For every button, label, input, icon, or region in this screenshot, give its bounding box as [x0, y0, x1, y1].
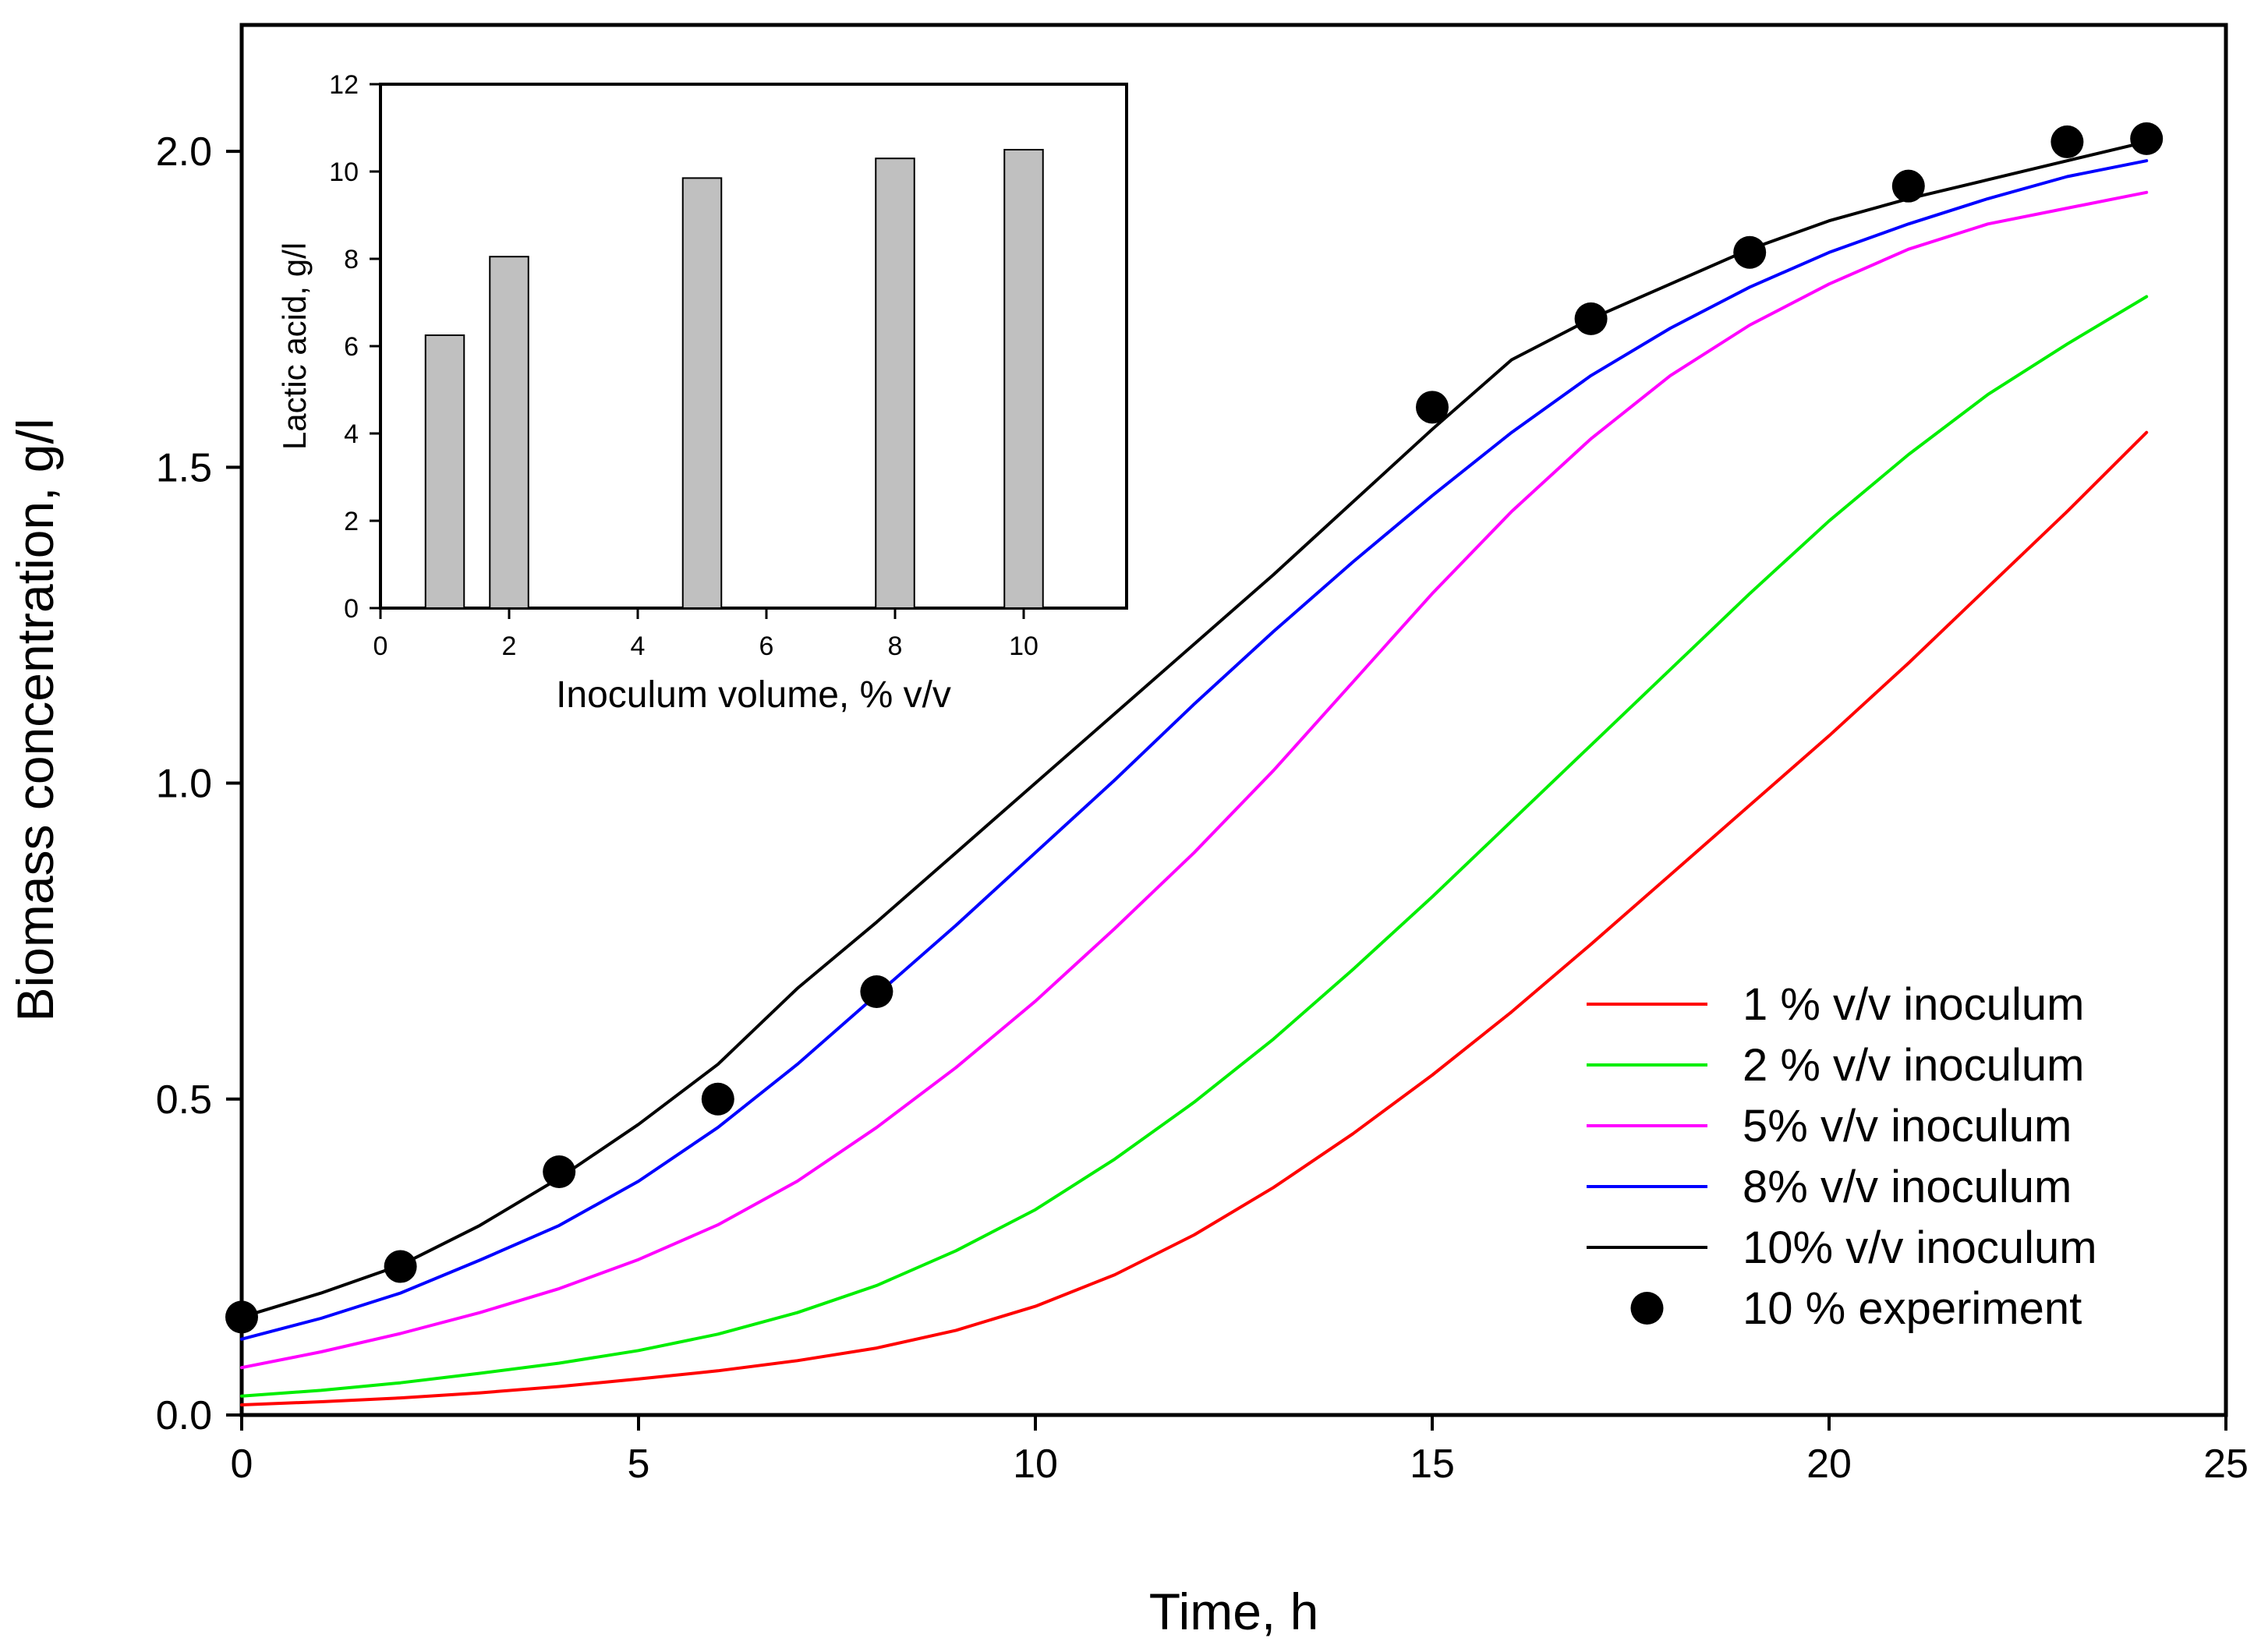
experiment-point	[543, 1155, 576, 1188]
main-y-tick-label: 0.5	[156, 1077, 212, 1123]
inset-y-tick-label: 0	[344, 594, 359, 624]
inset-bar	[875, 157, 915, 609]
inset-chart: 0 2 4 6 8 10 0 2 4 6 8 10 12 Inoculum volume, % v/v La…	[276, 70, 1128, 716]
inset-x-tick-label: 8	[888, 631, 903, 661]
series-line-4	[240, 159, 2149, 1341]
main-y-axis-label: Biomass concentration, g/l	[6, 418, 64, 1021]
inset-y-axis-label: Lactic acid, g/l	[276, 242, 313, 450]
main-y-tick-label: 2.0	[156, 129, 212, 175]
legend-label: 5% v/v inoculum	[1743, 1101, 2072, 1151]
legend-label: 2 % v/v inoculum	[1743, 1040, 2084, 1091]
inset-x-tick-label: 2	[502, 631, 517, 661]
experiment-point	[1574, 302, 1608, 335]
legend-swatch-marker	[1630, 1292, 1664, 1325]
inset-y-tick-label: 8	[344, 245, 359, 274]
main-x-tick-label: 20	[1806, 1442, 1852, 1487]
main-plot-frame	[239, 23, 2228, 1417]
legend-label: 10% v/v inoculum	[1743, 1222, 2097, 1273]
main-y-tick-label: 1.0	[156, 762, 212, 807]
experiment-point	[2130, 122, 2164, 155]
series-line-3	[240, 190, 2149, 1370]
experiment-point	[860, 975, 893, 1008]
experiment-point	[1416, 391, 1449, 424]
legend: 1 % v/v inoculum 2 % v/v inoculum 5% v/v i…	[1587, 979, 2097, 1334]
inset-y-tick-label: 4	[344, 419, 359, 449]
main-x-tick-label: 25	[2203, 1442, 2249, 1487]
legend-label: 1 % v/v inoculum	[1743, 979, 2084, 1030]
inset-y-tick-label: 10	[329, 157, 359, 187]
main-y-tick-label: 1.5	[156, 445, 212, 490]
experiment-point	[2050, 125, 2084, 158]
inset-y-tick-label: 12	[329, 70, 359, 100]
experiment-point	[701, 1082, 734, 1116]
inset-y-tick-label: 6	[344, 332, 359, 362]
main-x-tick-label: 10	[1013, 1442, 1058, 1487]
experiment-point	[1733, 235, 1767, 269]
experiment-point	[225, 1300, 258, 1334]
inset-y-tick-label: 2	[344, 507, 359, 536]
experiment-point	[1891, 169, 1925, 203]
main-y-tick-label: 0.0	[156, 1393, 212, 1438]
legend-label: 8% v/v inoculum	[1743, 1162, 2072, 1212]
main-x-tick-label: 0	[231, 1442, 253, 1487]
inset-bar	[489, 256, 529, 609]
main-x-axis-label: Time, h	[1149, 1583, 1319, 1640]
experiment-point	[384, 1250, 417, 1283]
inset-x-axis-label: Inoculum volume, % v/v	[556, 674, 951, 716]
inset-bar	[681, 177, 723, 609]
inset-x-tick-label: 4	[631, 631, 646, 661]
legend-label: 10 % experiment	[1743, 1283, 2082, 1334]
series-line-2	[240, 295, 2149, 1398]
inset-x-tick-label: 6	[759, 631, 774, 661]
inset-bar	[424, 334, 465, 609]
series-line-1	[240, 430, 2149, 1406]
main-x-tick-label: 5	[628, 1442, 650, 1487]
inset-x-tick-label: 10	[1009, 631, 1039, 661]
inset-x-tick-label: 0	[373, 631, 388, 661]
inset-bar	[1003, 149, 1044, 609]
main-x-tick-label: 15	[1410, 1442, 1455, 1487]
